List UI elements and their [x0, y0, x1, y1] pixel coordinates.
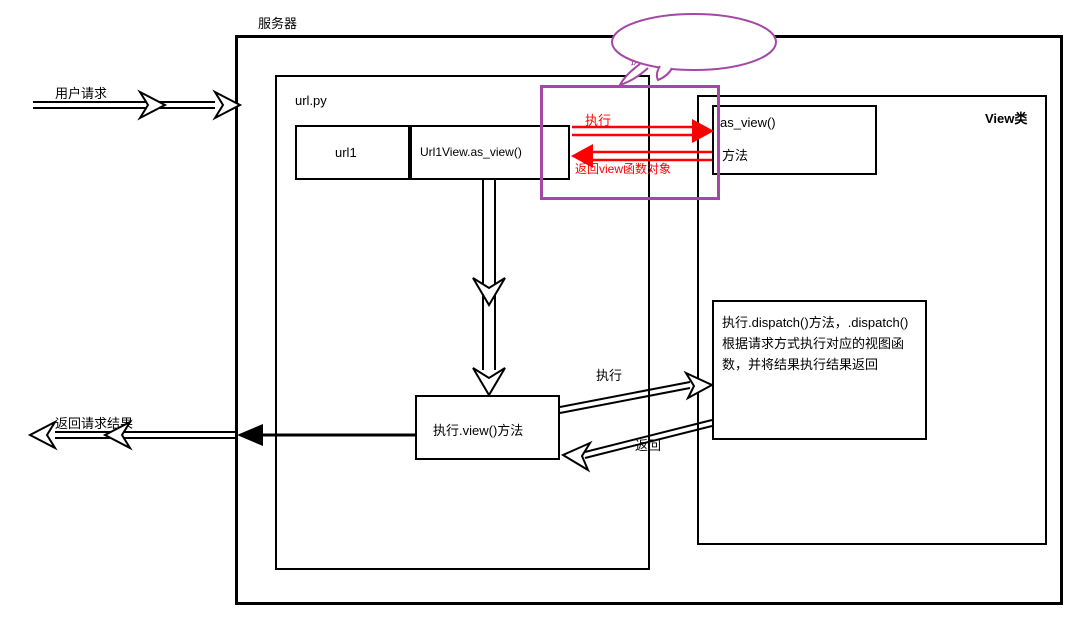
server-label: 服务器: [258, 13, 297, 32]
return-view-red-label: 返回view函数对象: [575, 160, 671, 177]
execview-label: 执行.view()方法: [433, 420, 523, 439]
bubble-text-1: 这一步在程序启动就: [629, 28, 737, 45]
purple-highlight-box: [540, 85, 720, 200]
urlpy-label: url.py: [295, 93, 327, 108]
user-request-label: 用户请求: [55, 83, 107, 102]
return-black-label: 返回: [635, 435, 661, 454]
return-result-label: 返回请求结果: [55, 413, 133, 432]
asview-label-1: as_view(): [720, 115, 776, 130]
asview-label-2: 方法: [722, 145, 748, 164]
exec-black-label: 执行: [596, 365, 622, 384]
viewclass-label: View类: [985, 108, 1027, 127]
bubble-text-2: 执行了: [630, 51, 666, 68]
dispatch-text: 执行.dispatch()方法，.dispatch()根据请求方式执行对应的视图…: [722, 313, 917, 375]
diagram-canvas: 服务器 url.py View类 url1 Url1View.as_view()…: [0, 0, 1083, 617]
exec-red-label: 执行: [585, 110, 611, 129]
url1-label: url1: [335, 145, 357, 160]
url1view-label: Url1View.as_view(): [420, 145, 522, 159]
